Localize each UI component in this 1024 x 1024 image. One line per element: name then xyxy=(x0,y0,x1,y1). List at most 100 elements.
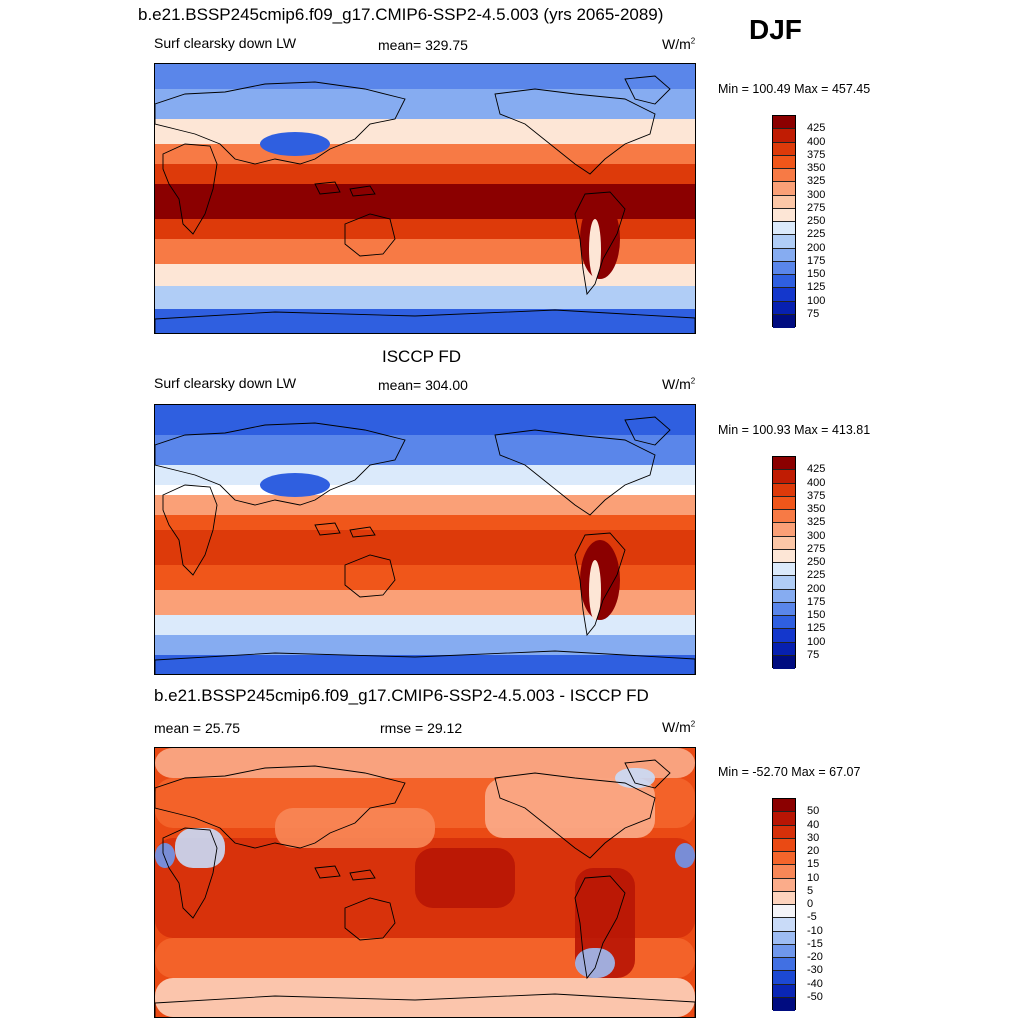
colorbar-segment xyxy=(773,642,795,656)
colorbar-tick-label: 75 xyxy=(807,307,820,320)
colorbar-segment xyxy=(773,891,795,905)
colorbar-tick-label: 350 xyxy=(807,503,826,515)
colorbar-tick-label: 225 xyxy=(807,569,826,582)
colorbar-segment xyxy=(773,261,795,275)
world-map xyxy=(154,63,696,334)
colorbar-tick-label: -50 xyxy=(807,990,823,1003)
min-max-label: Min = 100.93 Max = 413.81 xyxy=(718,423,871,437)
colorbar-tick-label: -15 xyxy=(807,937,823,950)
colorbar-segment xyxy=(773,483,795,497)
colorbar-tick-label: 325 xyxy=(807,175,826,188)
colorbar-segment xyxy=(773,470,795,484)
panel-title: b.e21.BSSP245cmip6.f09_g17.CMIP6-SSP2-4.… xyxy=(138,5,664,24)
units-label: W/m2 xyxy=(662,376,696,392)
mean-label: mean = 25.75 xyxy=(154,720,241,736)
colorbar-tick-label: 100 xyxy=(807,294,826,307)
rmse-label: rmse = 29.12 xyxy=(380,720,463,736)
colorbar-segment xyxy=(773,195,795,209)
colorbar-segment xyxy=(773,314,795,328)
colorbar-segment xyxy=(773,616,795,630)
map-field xyxy=(155,405,695,674)
colorbar-tick-label: 225 xyxy=(807,228,826,241)
colorbar-segment xyxy=(773,275,795,289)
colorbar-tick-label: 175 xyxy=(807,595,826,608)
colorbar-tick-label: 425 xyxy=(807,463,826,476)
colorbar-tick-label: 375 xyxy=(807,148,826,161)
colorbar-tick-label: 15 xyxy=(807,858,820,871)
units-label: W/m2 xyxy=(662,719,696,735)
colorbar-segment xyxy=(773,523,795,537)
colorbar-tick-label: 400 xyxy=(807,135,826,148)
colorbar-segment xyxy=(773,301,795,315)
colorbar-segment xyxy=(773,182,795,196)
colorbar-segment xyxy=(773,510,795,524)
colorbar-segment xyxy=(773,905,795,919)
min-max-label: Min = -52.70 Max = 67.07 xyxy=(718,765,861,779)
colorbar-tick-label: 40 xyxy=(807,818,820,831)
colorbar-tick-label: -20 xyxy=(807,951,823,963)
panel-title: b.e21.BSSP245cmip6.f09_g17.CMIP6-SSP2-4.… xyxy=(154,686,649,705)
colorbar-tick-label: 425 xyxy=(807,122,826,135)
colorbar-segment xyxy=(773,222,795,236)
units-label: W/m2 xyxy=(662,36,696,52)
colorbar-segment xyxy=(773,812,795,826)
colorbar-segment xyxy=(773,208,795,222)
colorbar-segment xyxy=(773,589,795,603)
colorbar-segment xyxy=(773,971,795,985)
colorbar-segment xyxy=(773,248,795,262)
colorbar-tick-label: 75 xyxy=(807,648,820,661)
colorbar-tick-label: 250 xyxy=(807,215,826,227)
colorbar-segment xyxy=(773,235,795,249)
colorbar-segment xyxy=(773,997,795,1011)
colorbar-tick-label: 150 xyxy=(807,268,826,280)
colorbar-tick-label: 200 xyxy=(807,582,826,595)
panel-title: ISCCP FD xyxy=(382,347,462,366)
colorbar xyxy=(772,798,796,1011)
world-map xyxy=(154,404,696,675)
colorbar-tick-label: 300 xyxy=(807,188,826,201)
colorbar-tick-label: -40 xyxy=(807,977,823,990)
colorbar-segment xyxy=(773,129,795,143)
colorbar-tick-label: 325 xyxy=(807,516,826,529)
colorbar-segment xyxy=(773,958,795,972)
colorbar-segment xyxy=(773,852,795,866)
variable-label: Surf clearsky down LW xyxy=(154,375,297,391)
colorbar-segment xyxy=(773,865,795,879)
colorbar-segment xyxy=(773,602,795,616)
colorbar-tick-label: 20 xyxy=(807,845,820,857)
colorbar-tick-label: 5 xyxy=(807,884,814,897)
mean-label: mean= 304.00 xyxy=(378,377,468,393)
colorbar-segment xyxy=(773,825,795,839)
map-field xyxy=(155,748,695,1017)
colorbar-segment xyxy=(773,878,795,892)
colorbar-segment xyxy=(773,536,795,550)
colorbar-tick-label: 200 xyxy=(807,241,826,254)
colorbar-segment xyxy=(773,799,795,813)
colorbar-tick-label: 400 xyxy=(807,476,826,489)
colorbar-tick-label: 300 xyxy=(807,529,826,542)
season-label: DJF xyxy=(749,14,802,45)
colorbar-segment xyxy=(773,576,795,590)
colorbar-tick-label: 375 xyxy=(807,489,826,502)
colorbar-segment xyxy=(773,288,795,302)
colorbar xyxy=(772,456,796,669)
colorbar-tick-label: 100 xyxy=(807,635,826,648)
colorbar xyxy=(772,115,796,328)
colorbar-tick-label: -30 xyxy=(807,964,823,977)
colorbar-tick-label: 125 xyxy=(807,622,826,635)
colorbar-segment xyxy=(773,655,795,669)
colorbar-tick-label: -10 xyxy=(807,924,823,937)
colorbar-tick-label: 125 xyxy=(807,281,826,294)
world-map xyxy=(154,747,696,1018)
colorbar-tick-label: 350 xyxy=(807,162,826,174)
map-field xyxy=(155,64,695,333)
colorbar-tick-label: 0 xyxy=(807,898,814,910)
colorbar-segment xyxy=(773,457,795,471)
colorbar-tick-label: 250 xyxy=(807,556,826,568)
colorbar-segment xyxy=(773,838,795,852)
colorbar-segment xyxy=(773,629,795,643)
colorbar-segment xyxy=(773,155,795,169)
min-max-label: Min = 100.49 Max = 457.45 xyxy=(718,82,871,96)
colorbar-segment xyxy=(773,563,795,577)
colorbar-segment xyxy=(773,984,795,998)
